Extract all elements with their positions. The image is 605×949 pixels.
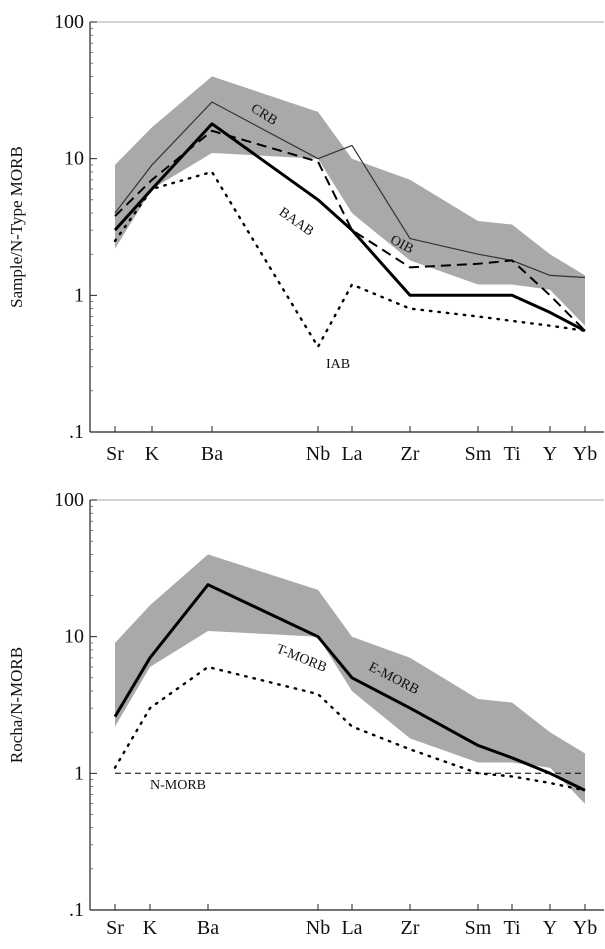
y-tick-label: .1 — [69, 421, 84, 443]
y-tick-label: 100 — [54, 11, 84, 33]
series-label-baab: BAAB — [276, 205, 316, 240]
x-tick-label: Ti — [503, 443, 521, 465]
x-tick-label: Y — [543, 443, 557, 465]
x-tick-label: Ba — [197, 917, 219, 939]
x-tick-label: Y — [543, 917, 557, 939]
x-tick-label: Yb — [573, 443, 597, 465]
y-axis-label: Sample/N-Type MORB — [7, 146, 26, 308]
x-tick-label: Ti — [503, 917, 521, 939]
x-tick-label: Sr — [106, 443, 124, 465]
y-axis-label: Rocha/N-MORB — [7, 647, 26, 763]
x-tick-label: La — [341, 917, 362, 939]
x-tick-label: K — [145, 443, 160, 465]
series-label-iab: IAB — [326, 357, 350, 372]
upper-spider-diagram: 100 10 1 .1 Sr K Ba Nb La Zr Sm Ti Y Yb Sample/N-Type … — [7, 11, 604, 465]
y-tick-label: 10 — [64, 626, 84, 648]
series-line-oib — [114, 129, 586, 332]
x-tick-label: Nb — [306, 443, 330, 465]
x-tick-label: Yb — [573, 917, 597, 939]
x-tick-label: K — [143, 917, 158, 939]
x-tick-label: Sr — [106, 917, 124, 939]
y-tick-label: 1 — [74, 284, 84, 306]
y-tick-label: .1 — [69, 899, 84, 921]
x-tick-label: Nb — [306, 917, 330, 939]
x-tick-label: Sm — [465, 917, 492, 939]
shaded-field — [115, 554, 585, 804]
y-tick-label: 100 — [54, 489, 84, 511]
y-tick-label: 10 — [64, 148, 84, 170]
x-tick-label: Zr — [401, 443, 420, 465]
series-line-e-morb — [113, 583, 586, 792]
y-tick-label: 1 — [74, 762, 84, 784]
series-line-iab — [113, 170, 587, 348]
series-label-n-morb: N-MORB — [150, 778, 206, 793]
x-tick-label: Zr — [401, 917, 420, 939]
x-tick-label: Sm — [465, 443, 492, 465]
series-line-crb — [114, 101, 586, 279]
x-tick-label: La — [341, 443, 362, 465]
shaded-field — [115, 76, 585, 326]
series-label-t-morb: T-MORB — [274, 642, 329, 676]
series-line-t-morb — [113, 665, 587, 792]
x-tick-label: Ba — [201, 443, 223, 465]
